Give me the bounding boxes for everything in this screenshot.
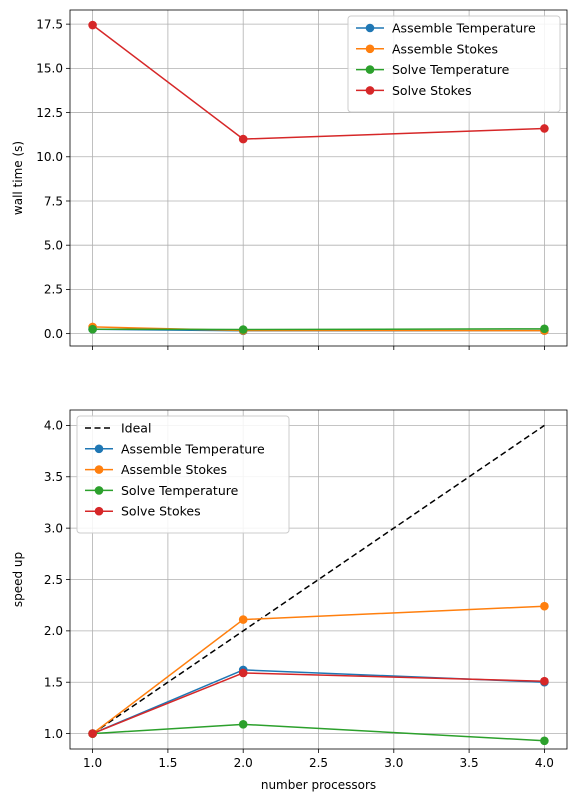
legend: Assemble Temperature Assemble Stokes Solve… xyxy=(347,15,561,113)
series-solve-stokes xyxy=(88,20,549,144)
legend-label: Ideal xyxy=(121,421,151,436)
x-axis-label: number processors xyxy=(261,778,376,792)
legend-swatch-marker xyxy=(94,465,104,474)
x-tick-label: 2.5 xyxy=(309,756,328,770)
data-point-solve-temperature xyxy=(540,324,549,334)
wall-time-chart: 0.0 2.5 5.0 7.5 10.0 12.5 15.0 17.5 wall time (s… xyxy=(11,9,568,350)
speed-up-chart: 1.0 1.5 2.0 2.5 3.0 3.5 4.0 1.0 1.5 2.0 2.5 3.0 3.5 4… xyxy=(11,409,568,792)
legend-swatch-marker xyxy=(365,44,375,54)
ticks: 0.0 2.5 5.0 7.5 10.0 12.5 15.0 17.5 xyxy=(36,17,545,350)
y-tick-label: 7.5 xyxy=(44,194,63,208)
legend-item-assemble-stokes: Assemble Stokes xyxy=(85,462,227,477)
data-point-assemble-stokes xyxy=(540,601,549,611)
legend-label: Assemble Stokes xyxy=(392,41,498,56)
legend-label: Assemble Temperature xyxy=(392,21,536,36)
axes-frame xyxy=(69,9,568,347)
y-tick-label: 12.5 xyxy=(36,106,63,120)
legend-item-solve-stokes: Solve Stokes xyxy=(356,83,472,98)
legend-label: Solve Temperature xyxy=(121,483,239,498)
y-tick-label: 2.5 xyxy=(44,283,63,297)
data-point-solve-stokes xyxy=(540,124,549,133)
legend-item-assemble-temperature: Assemble Temperature xyxy=(356,21,536,36)
data-point-assemble-stokes xyxy=(238,615,248,624)
data-point-solve-stokes xyxy=(540,676,549,686)
legend-item-solve-temperature: Solve Temperature xyxy=(85,483,239,498)
y-tick-label: 1.5 xyxy=(44,676,63,690)
grid xyxy=(70,410,567,749)
x-tick-label: 1.0 xyxy=(83,756,102,770)
data-point-solve-stokes xyxy=(238,668,248,678)
legend-label: Solve Temperature xyxy=(392,62,510,77)
y-tick-label: 3.5 xyxy=(44,470,63,484)
x-tick-label: 3.0 xyxy=(384,756,403,770)
y-axis-label: speed up xyxy=(11,552,25,607)
y-tick-label: 10.0 xyxy=(36,150,63,164)
data-point-solve-temperature xyxy=(238,720,248,729)
legend-item-ideal: Ideal xyxy=(85,421,151,436)
data-point-solve-temperature xyxy=(238,325,248,334)
y-tick-label: 2.5 xyxy=(44,573,63,587)
legend-swatch-marker xyxy=(94,486,104,495)
series-line-solve-temperature xyxy=(92,328,545,331)
data-point-solve-stokes xyxy=(88,729,97,738)
x-tick-label: 3.5 xyxy=(460,756,479,770)
legend-swatch-marker xyxy=(94,506,104,516)
axes-frame xyxy=(69,409,568,750)
series-solve-stokes xyxy=(88,668,549,738)
y-tick-label: 2.0 xyxy=(44,624,63,638)
data-point-solve-temperature xyxy=(88,324,97,334)
legend: Ideal Assemble Temperature Assemble Stokes… xyxy=(76,415,290,534)
data-point-solve-stokes xyxy=(88,20,97,30)
legend-item-assemble-temperature: Assemble Temperature xyxy=(85,441,265,456)
y-tick-label: 15.0 xyxy=(36,62,63,76)
legend-box xyxy=(347,15,561,113)
x-tick-label: 2.0 xyxy=(234,756,253,770)
ticks: 1.0 1.5 2.0 2.5 3.0 3.5 4.0 1.0 1.5 2.0 2.5 3.0 3.5 4… xyxy=(44,419,554,770)
legend-swatch-marker xyxy=(365,86,375,95)
legend-box xyxy=(76,415,290,534)
legend-label: Solve Stokes xyxy=(121,504,201,519)
x-tick-label: 4.0 xyxy=(535,756,554,770)
legend-label: Assemble Stokes xyxy=(121,462,227,477)
legend-swatch-marker xyxy=(365,23,375,33)
legend-item-assemble-stokes: Assemble Stokes xyxy=(356,41,498,56)
series-solve-temperature xyxy=(88,324,549,334)
y-tick-label: 4.0 xyxy=(44,419,63,433)
y-tick-label: 5.0 xyxy=(44,239,63,253)
legend-item-solve-temperature: Solve Temperature xyxy=(356,62,510,77)
data-point-solve-temperature xyxy=(540,736,549,746)
y-axis-label: wall time (s) xyxy=(11,141,25,215)
legend-item-solve-stokes: Solve Stokes xyxy=(85,504,201,519)
y-tick-label: 17.5 xyxy=(36,17,63,31)
data-point-solve-stokes xyxy=(238,134,248,144)
legend-swatch-marker xyxy=(94,444,104,454)
x-tick-label: 1.5 xyxy=(158,756,177,770)
y-tick-label: 0.0 xyxy=(44,327,63,341)
y-tick-label: 3.0 xyxy=(44,521,63,535)
legend-label: Assemble Temperature xyxy=(121,441,265,456)
y-tick-label: 1.0 xyxy=(44,727,63,741)
legend-swatch-marker xyxy=(365,65,375,74)
series-line-ideal xyxy=(92,424,545,735)
legend-label: Solve Stokes xyxy=(392,83,472,98)
